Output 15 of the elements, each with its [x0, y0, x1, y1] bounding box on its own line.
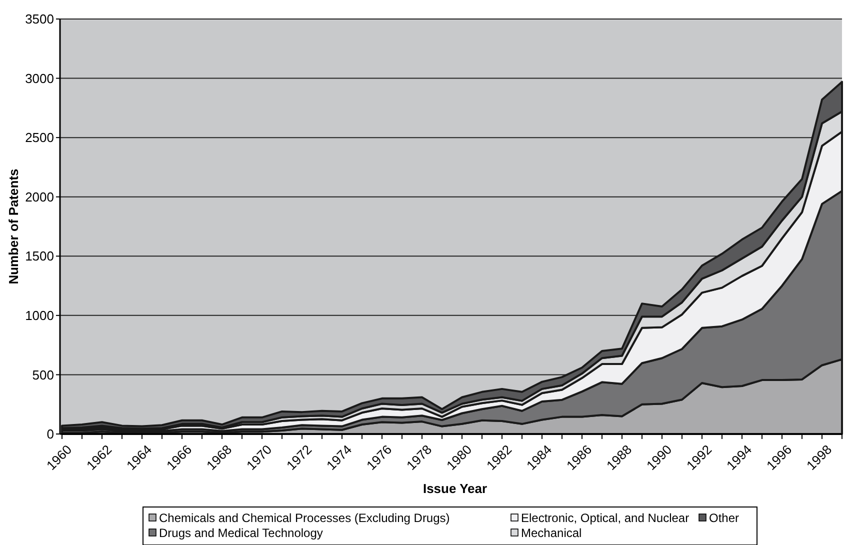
y-tick-label: 500 [32, 367, 54, 382]
legend-label: Chemicals and Chemical Processes (Excluding Drugs) [159, 511, 450, 526]
legend-label: Electronic, Optical, and Nuclear [521, 511, 690, 526]
y-tick-label: 1500 [25, 248, 54, 264]
y-tick-label: 3000 [25, 70, 54, 86]
legend-label: Mechanical [521, 526, 582, 540]
y-axis-title: Number of Patents [6, 168, 21, 284]
legend-label: Drugs and Medical Technology [159, 526, 323, 540]
legend-label: Other [709, 511, 740, 526]
y-tick-label: 0 [46, 426, 54, 442]
x-axis-title: Issue Year [422, 481, 488, 496]
y-tick-label: 3500 [25, 12, 54, 27]
y-tick-label: 1000 [25, 308, 54, 323]
y-tick-label: 2500 [25, 130, 54, 146]
y-tick-label: 2000 [25, 189, 54, 204]
